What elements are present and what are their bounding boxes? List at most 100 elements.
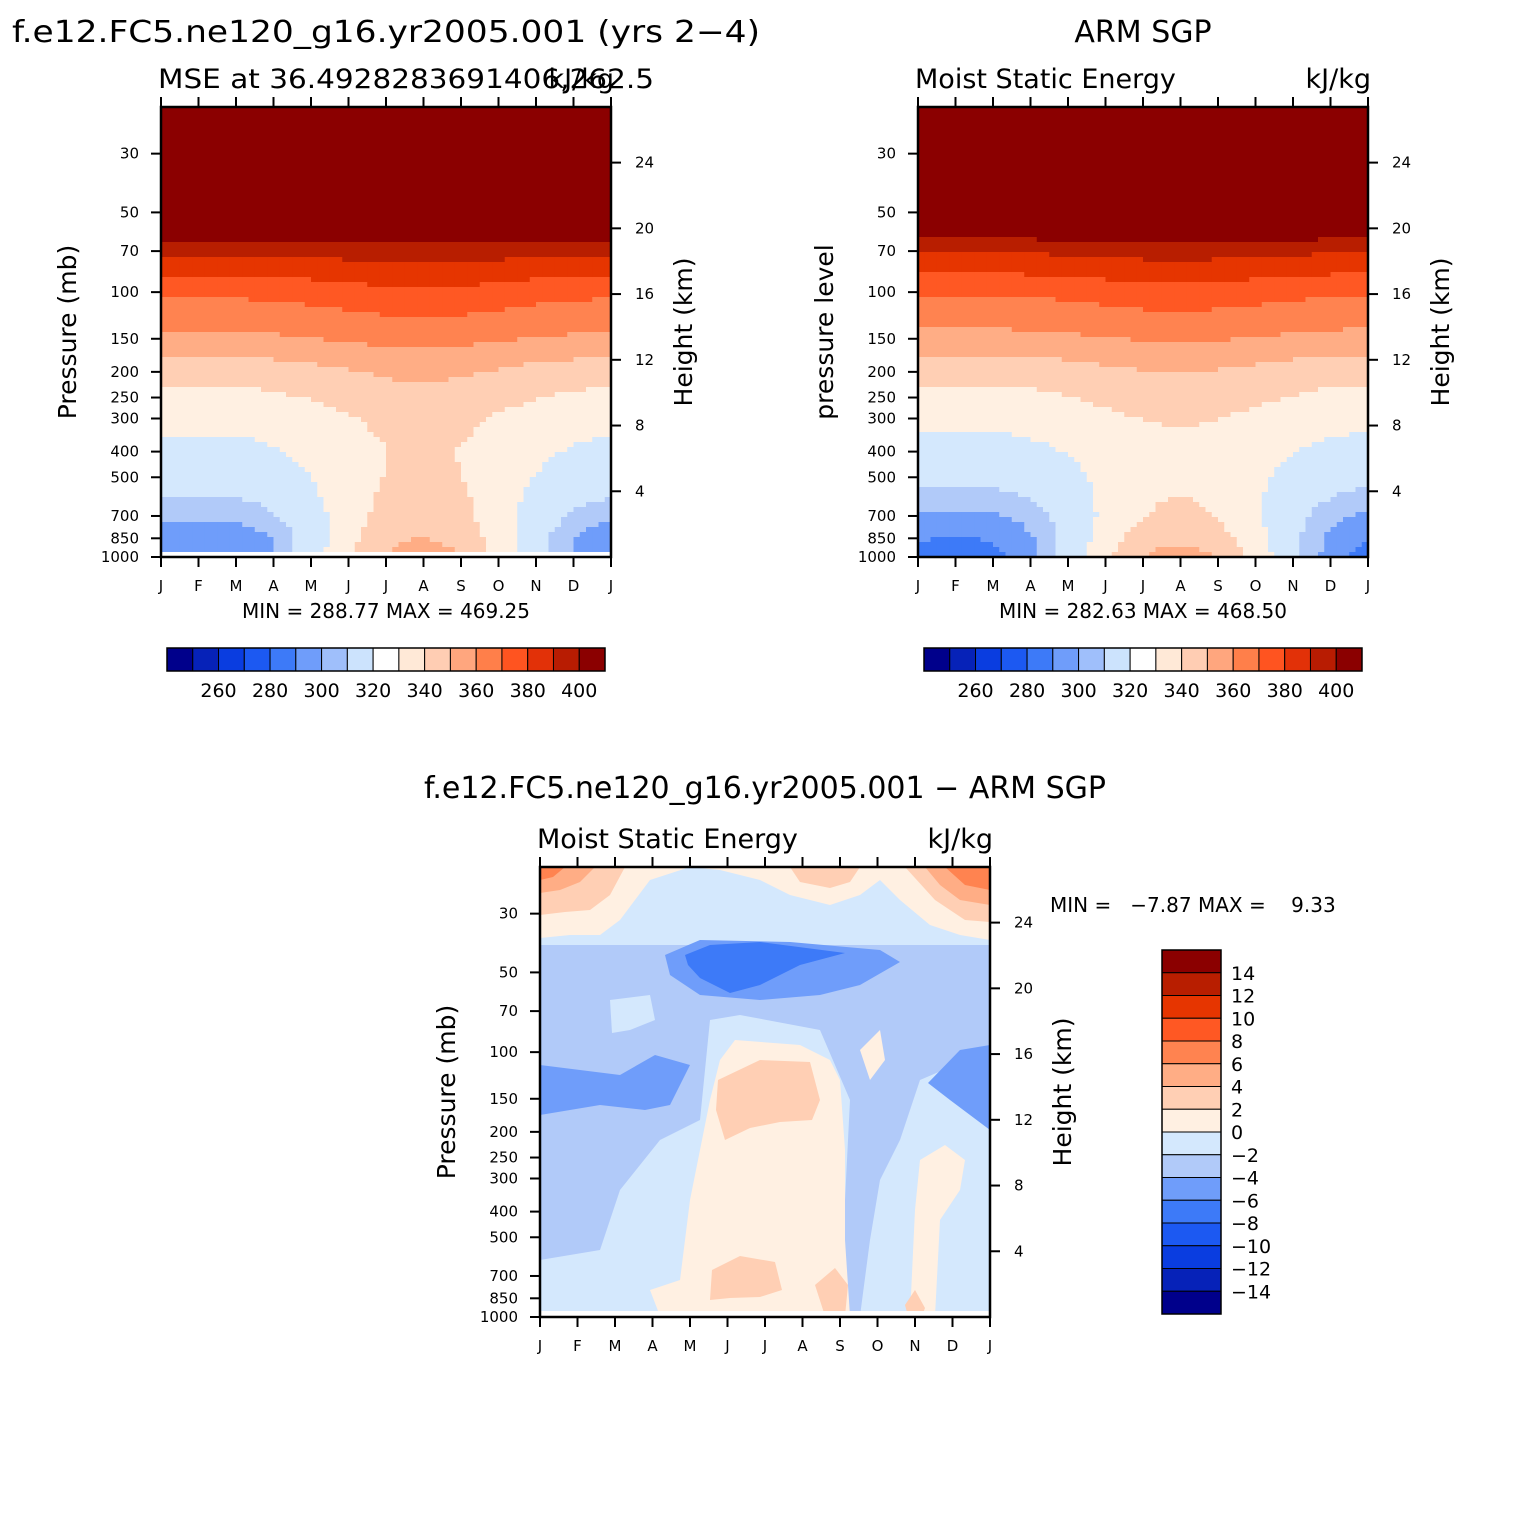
- model-cell: [548, 397, 556, 403]
- model-cell: [161, 317, 168, 323]
- model-cell: [548, 312, 556, 318]
- model-cell: [329, 177, 337, 183]
- model-cell: [604, 442, 611, 448]
- model-cell: [436, 237, 443, 243]
- model-cell: [311, 302, 318, 308]
- model-cell: [498, 357, 506, 363]
- model-cell: [254, 202, 262, 208]
- model-cell: [179, 242, 187, 248]
- model-cell: [211, 132, 218, 138]
- model-cell: [292, 217, 300, 223]
- model-cell: [323, 327, 331, 333]
- model-cell: [317, 427, 325, 433]
- model-cell: [579, 192, 587, 198]
- model-cell: [379, 332, 387, 338]
- model-cell: [354, 242, 362, 248]
- model-cell: [411, 227, 418, 233]
- model-cell: [198, 322, 206, 328]
- model-cell: [586, 212, 593, 218]
- model-cell: [573, 392, 581, 398]
- model-cell: [248, 427, 256, 433]
- model-cell: [223, 242, 231, 248]
- model-cell: [192, 387, 200, 393]
- model-cell: [186, 397, 193, 403]
- model-cell: [248, 417, 256, 423]
- model-cell: [329, 172, 337, 178]
- model-cell: [529, 142, 537, 148]
- model-cell: [254, 222, 262, 228]
- model-cell: [473, 332, 481, 338]
- model-cell: [504, 262, 512, 268]
- model-cell: [379, 312, 387, 318]
- model-cell: [254, 447, 262, 453]
- model-cell: [517, 312, 525, 318]
- model-cell: [404, 157, 412, 163]
- model-cell: [554, 312, 562, 318]
- model-cell: [548, 107, 556, 113]
- model-cell: [542, 127, 550, 133]
- model-cell: [254, 267, 262, 273]
- model-cell: [248, 152, 256, 158]
- model-cell: [204, 122, 212, 128]
- model-cell: [573, 232, 581, 238]
- model-cell: [192, 202, 200, 208]
- model-cell: [323, 217, 331, 223]
- model-cell: [504, 272, 512, 278]
- model-cell: [342, 302, 350, 308]
- model-cell: [367, 192, 375, 198]
- model-cell: [167, 172, 175, 178]
- model-cell: [354, 222, 362, 228]
- model-cell: [292, 292, 300, 298]
- model-cell: [442, 432, 450, 438]
- model-cell: [279, 332, 287, 338]
- model-cell: [454, 287, 462, 293]
- model-cell: [236, 297, 243, 303]
- model-cell: [186, 277, 193, 283]
- model-cell: [336, 247, 343, 253]
- model-cell: [186, 307, 193, 313]
- model-cell: [267, 422, 275, 428]
- model-cell: [604, 302, 611, 308]
- model-cell: [404, 432, 412, 438]
- model-cell: [267, 177, 275, 183]
- model-cell: [542, 107, 550, 113]
- model-cell: [298, 187, 306, 193]
- model-cell: [298, 172, 306, 178]
- model-cell: [398, 447, 406, 453]
- model-cell: [511, 362, 518, 368]
- model-cell: [386, 372, 393, 378]
- model-cell: [561, 417, 568, 423]
- model-cell: [192, 377, 200, 383]
- model-cell: [323, 372, 331, 378]
- model-cell: [248, 307, 256, 313]
- model-cell: [467, 192, 475, 198]
- model-cell: [417, 302, 425, 308]
- model-cell: [448, 287, 456, 293]
- model-cell: [479, 112, 487, 118]
- model-cell: [317, 402, 325, 408]
- model-cell: [561, 312, 568, 318]
- model-cell: [367, 272, 375, 278]
- model-cell: [479, 392, 487, 398]
- model-cell: [498, 172, 506, 178]
- model-cell: [211, 177, 218, 183]
- model-cell: [223, 272, 231, 278]
- model-cell: [286, 192, 293, 198]
- model-cell: [367, 172, 375, 178]
- model-cell: [267, 347, 275, 353]
- model-cell: [386, 302, 393, 308]
- model-cell: [336, 212, 343, 218]
- model-cell: [561, 242, 568, 248]
- model-cell: [267, 352, 275, 358]
- model-cell: [529, 287, 537, 293]
- model-cell: [404, 177, 412, 183]
- model-cell: [386, 137, 393, 143]
- model-cell: [404, 112, 412, 118]
- model-cell: [567, 247, 575, 253]
- model-cell: [586, 247, 593, 253]
- model-cell: [436, 427, 443, 433]
- model-cell: [517, 257, 525, 263]
- model-cell: [161, 407, 168, 413]
- model-cell: [423, 232, 431, 238]
- model-cell: [492, 312, 500, 318]
